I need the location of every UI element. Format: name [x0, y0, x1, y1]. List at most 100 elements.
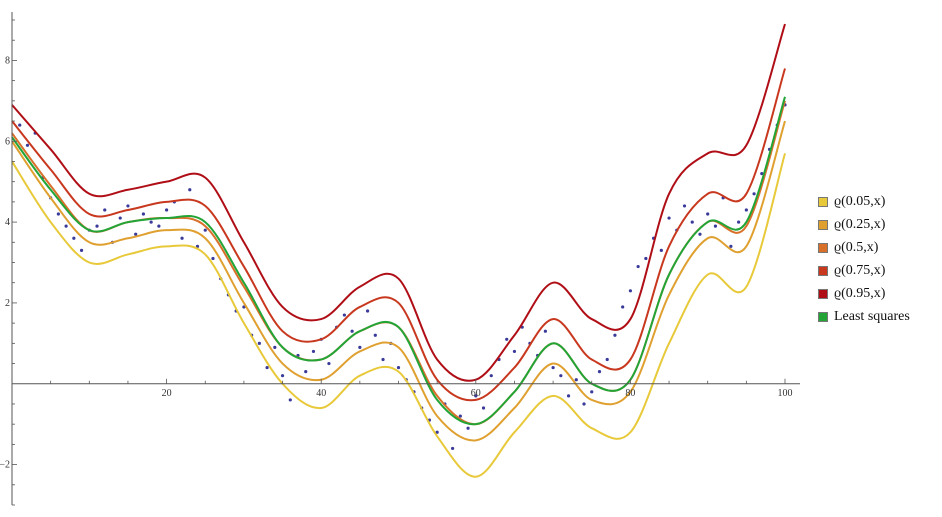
scatter-point-7: [72, 236, 76, 240]
scatter-point-24: [203, 228, 207, 232]
legend-label-2: ϱ(0.5,x): [834, 239, 879, 255]
legend-label-5: Least squares: [834, 308, 910, 324]
scatter-point-25: [211, 256, 215, 261]
regression-curves: [11, 23, 786, 478]
scatter-point-77: [613, 333, 617, 337]
legend-label-4: ϱ(0.95,x): [834, 285, 886, 301]
scatter-point-73: [582, 402, 586, 406]
scatter-point-57: [458, 414, 462, 418]
scatter-point-83: [659, 248, 663, 252]
scatter-point-15: [134, 232, 138, 236]
y-tick-label-8: 8: [5, 55, 10, 66]
scatter-point-60: [481, 406, 486, 410]
scatter-point-18: [157, 224, 161, 228]
scatter-point-87: [690, 220, 694, 224]
scatter-point-84: [667, 216, 671, 220]
scatter-point-16: [141, 212, 146, 216]
scatter-point-72: [574, 378, 578, 382]
series-line-5: [11, 96, 786, 426]
scatter-point-86: [682, 204, 687, 208]
chart-legend: ϱ(0.05,x) ϱ(0.25,x) ϱ(0.5,x) ϱ(0.75,x) ϱ(0.9…: [818, 190, 910, 328]
y-tick-label-6: 6: [5, 136, 10, 147]
legend-label-0: ϱ(0.05,x): [834, 193, 886, 209]
y-tick-label-2: 2: [5, 298, 10, 309]
scatter-point-22: [188, 188, 192, 192]
scatter-point-19: [165, 208, 169, 212]
scatter-point-79: [628, 289, 633, 293]
scatter-point-11: [103, 208, 107, 212]
scatter-point-38: [311, 349, 316, 354]
scatter-point-21: [180, 236, 184, 240]
scatter-point-46: [373, 333, 377, 337]
scatter-point-13: [118, 216, 122, 220]
scatter-point-69: [551, 365, 555, 370]
legend-item-3: ϱ(0.75,x): [818, 259, 910, 282]
scatter-point-64: [512, 349, 517, 354]
scatter-point-44: [358, 345, 362, 349]
scatter-point-0: [18, 123, 22, 127]
scatter-point-61: [489, 374, 493, 378]
legend-label-3: ϱ(0.75,x): [834, 262, 886, 278]
scatter-point-74: [590, 390, 594, 394]
scatter-point-93: [737, 220, 741, 224]
legend-item-2: ϱ(0.5,x): [818, 236, 910, 259]
scatter-point-32: [265, 365, 269, 370]
series-line-1: [11, 120, 786, 442]
scatter-point-49: [396, 365, 401, 370]
scatter-point-17: [149, 220, 153, 224]
scatter-point-47: [381, 357, 385, 362]
x-tick-label-60: 60: [471, 388, 481, 399]
series-line-0: [11, 153, 786, 478]
scatter-point-23: [195, 244, 200, 248]
scatter-point-54: [435, 430, 439, 434]
scatter-point-81: [644, 256, 648, 261]
scatter-point-33: [273, 345, 277, 349]
y-tick-label--2: −2: [0, 460, 10, 471]
scatter-point-34: [280, 374, 285, 378]
scatter-point-56: [451, 446, 455, 451]
scatter-points: [18, 103, 787, 451]
x-tick-label-80: 80: [625, 388, 635, 399]
series-line-2: [11, 100, 786, 426]
scatter-point-80: [636, 264, 640, 269]
scatter-point-70: [559, 374, 563, 378]
scatter-point-75: [597, 370, 602, 374]
scatter-point-31: [257, 341, 261, 345]
scatter-point-14: [126, 204, 130, 208]
scatter-point-10: [95, 224, 99, 228]
x-tick-label-20: 20: [162, 388, 172, 399]
series-line-4: [11, 23, 786, 382]
legend-swatch-2: [818, 242, 828, 253]
legend-swatch-5: [818, 311, 828, 322]
scatter-point-35: [288, 398, 292, 402]
series-line-3: [11, 68, 786, 402]
legend-item-4: ϱ(0.95,x): [818, 282, 910, 305]
scatter-point-58: [466, 426, 470, 430]
scatter-point-89: [706, 212, 710, 216]
scatter-point-6: [64, 224, 68, 228]
legend-item-0: ϱ(0.05,x): [818, 190, 910, 213]
scatter-point-45: [365, 309, 370, 313]
scatter-point-94: [744, 208, 748, 212]
legend-swatch-1: [818, 219, 828, 230]
y-tick-label-4: 4: [5, 217, 10, 228]
x-tick-label-40: 40: [316, 388, 326, 399]
legend-swatch-0: [818, 196, 828, 207]
legend-swatch-4: [818, 288, 828, 299]
legend-item-1: ϱ(0.25,x): [818, 213, 910, 236]
scatter-point-68: [543, 329, 547, 333]
scatter-point-76: [605, 357, 609, 362]
scatter-point-40: [327, 361, 331, 366]
scatter-point-95: [752, 192, 756, 196]
scatter-point-43: [350, 329, 354, 333]
scatter-point-90: [713, 224, 718, 228]
scatter-point-42: [342, 313, 346, 317]
scatter-point-63: [505, 337, 509, 341]
legend-label-1: ϱ(0.25,x): [834, 216, 886, 232]
scatter-point-88: [698, 232, 702, 236]
scatter-point-92: [729, 244, 733, 248]
scatter-point-59: [474, 394, 478, 398]
scatter-point-8: [79, 248, 84, 252]
scatter-point-1: [25, 143, 30, 147]
